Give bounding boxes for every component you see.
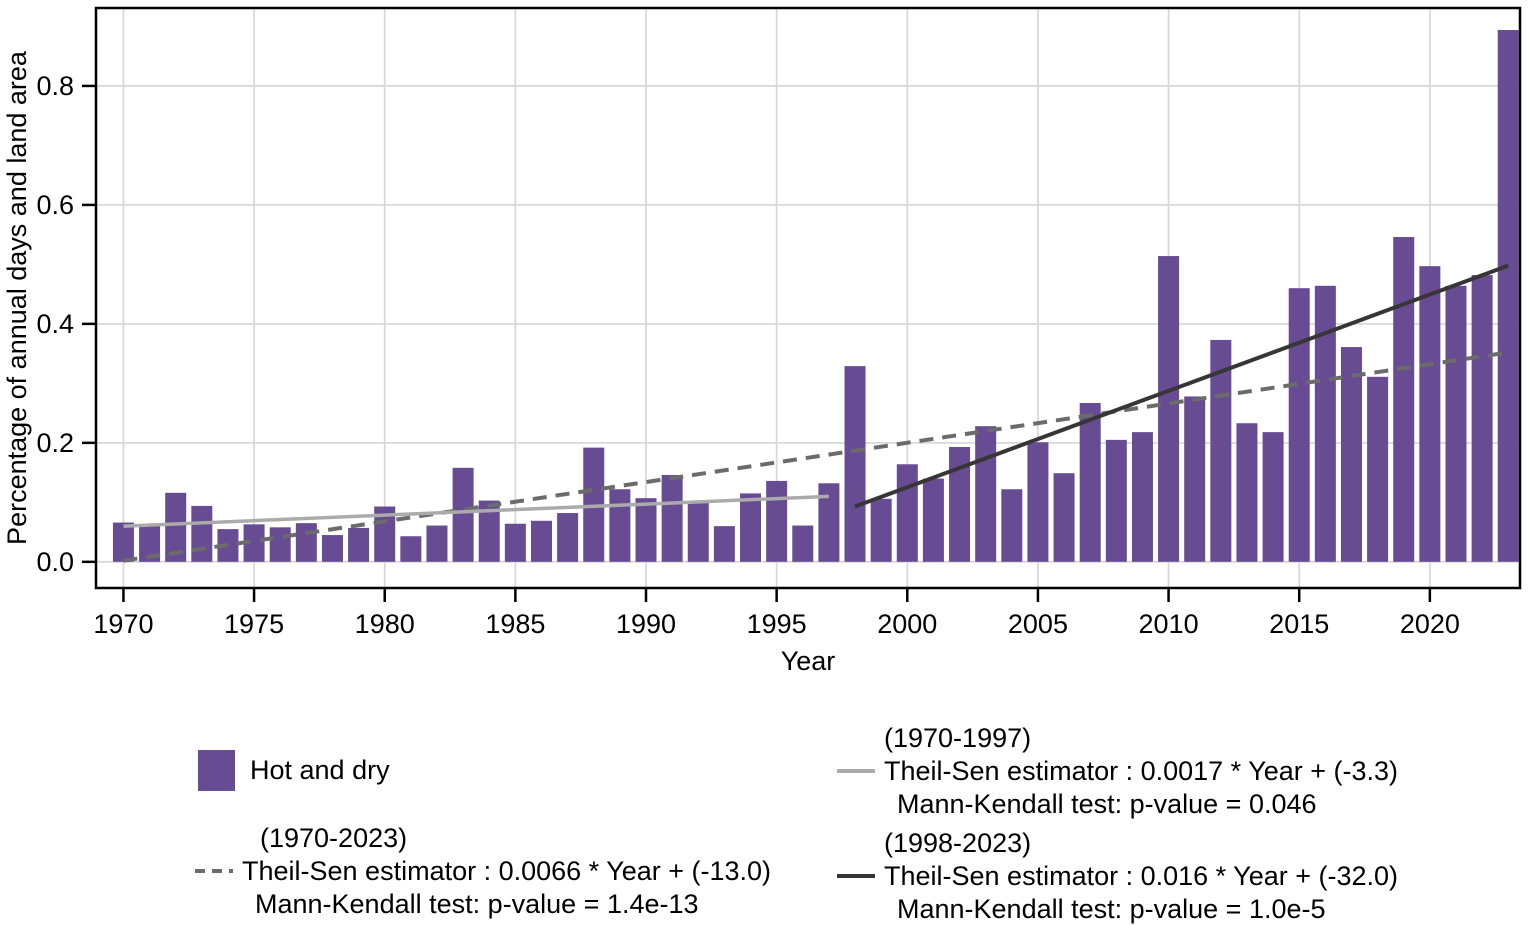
- bar-1971: [139, 525, 161, 562]
- x-tick-label: 1980: [355, 609, 415, 639]
- trend-test: Mann-Kendall test: p-value = 0.046: [897, 789, 1317, 819]
- bar-1975: [243, 524, 265, 562]
- plot-frame: [94, 6, 1522, 590]
- bar-2016: [1314, 285, 1336, 562]
- x-tick-label: 1970: [93, 609, 153, 639]
- bar-2023: [1497, 30, 1519, 562]
- bar-1993: [713, 526, 735, 562]
- bar-2002: [949, 447, 971, 562]
- bar-1994: [740, 493, 762, 562]
- bar-1985: [504, 523, 526, 562]
- bar-1991: [661, 474, 683, 562]
- dashed-line-sample: [195, 869, 233, 873]
- bar-1996: [792, 525, 814, 562]
- bar-2014: [1262, 432, 1284, 562]
- bar-1983: [452, 467, 474, 562]
- bar-2017: [1340, 347, 1362, 562]
- trend-equation: Theil-Sen estimator : 0.0066 * Year + (-…: [242, 856, 772, 886]
- bar-1992: [687, 502, 709, 562]
- bar-1984: [478, 500, 500, 562]
- trend-test: Mann-Kendall test: p-value = 1.0e-5: [897, 894, 1326, 924]
- series-color-swatch: [198, 750, 235, 791]
- y-axis-title: Percentage of annual days and land area: [2, 50, 32, 545]
- y-tick-label: 0.8: [36, 71, 74, 101]
- x-axis-title: Year: [781, 646, 836, 676]
- bar-2006: [1053, 473, 1075, 562]
- trend-equation: Theil-Sen estimator : 0.016 * Year + (-3…: [884, 861, 1399, 891]
- bar-1989: [609, 489, 631, 562]
- x-tick-label: 1975: [224, 609, 284, 639]
- trend-period: (1970-2023): [260, 823, 408, 853]
- legend-trend-1970-1997: (1970-1997) Theil-Sen estimator : 0.0017…: [836, 722, 1398, 821]
- bar-2008: [1105, 439, 1127, 562]
- trend-period: (1998-2023): [884, 828, 1032, 858]
- legend-series: Hot and dry: [198, 750, 390, 791]
- x-tick-label: 1985: [485, 609, 545, 639]
- series-label: Hot and dry: [250, 755, 390, 785]
- x-tick-label: 2010: [1139, 609, 1199, 639]
- bar-2021: [1445, 285, 1467, 562]
- bar-2020: [1419, 266, 1441, 562]
- bar-1986: [530, 520, 552, 562]
- y-tick-label: 0.2: [36, 428, 74, 458]
- bar-1987: [557, 513, 579, 562]
- bar-chart: 1970 1975 1980 1985 1990 1995 2000 2005 2010 2015…: [2, 6, 1522, 676]
- bar-1995: [766, 480, 788, 562]
- y-tick-label: 0.6: [36, 190, 74, 220]
- bar-1990: [635, 498, 657, 562]
- solid-gray-line-sample: [837, 769, 875, 773]
- bar-2007: [1079, 402, 1101, 562]
- bar-2019: [1393, 237, 1415, 562]
- y-tick-label: 0.0: [36, 547, 74, 577]
- legend-trend-1998-2023: (1998-2023) Theil-Sen estimator : 0.016 …: [836, 827, 1398, 925]
- x-tick-label: 1995: [747, 609, 807, 639]
- bar-2001: [922, 478, 944, 562]
- bar-1970: [112, 522, 134, 562]
- x-tick-label: 2020: [1400, 609, 1460, 639]
- bar-2011: [1184, 396, 1206, 562]
- legend-trend-1970-2023: (1970-2023) Theil-Sen estimator : 0.0066…: [194, 822, 771, 921]
- bar-1979: [348, 527, 370, 562]
- trend-line-theil-sen-1970-1997: [123, 494, 829, 528]
- x-tick-label: 2005: [1008, 609, 1068, 639]
- x-tick-label: 1990: [616, 609, 676, 639]
- bar-2009: [1131, 432, 1153, 562]
- trend-period: (1970-1997): [884, 723, 1032, 753]
- trend-line-theil-sen-1998-2023: [854, 263, 1509, 509]
- bar-1999: [870, 498, 892, 562]
- bar-2004: [1001, 489, 1023, 562]
- bar-1982: [426, 525, 448, 562]
- bar-2010: [1158, 256, 1180, 562]
- y-tick-label: 0.4: [36, 309, 74, 339]
- bar-1972: [165, 492, 187, 562]
- bar-2022: [1471, 275, 1493, 562]
- bar-1998: [844, 366, 866, 562]
- bar-1997: [818, 483, 840, 562]
- trend-equation: Theil-Sen estimator : 0.0017 * Year + (-…: [884, 756, 1399, 786]
- bar-2005: [1027, 442, 1049, 562]
- bar-2018: [1367, 376, 1389, 562]
- solid-dark-line-sample: [837, 874, 875, 878]
- bar-1981: [400, 536, 422, 562]
- trend-line-theil-sen-1970-2023: [123, 350, 1509, 563]
- x-tick-label: 2015: [1269, 609, 1329, 639]
- bar-2013: [1236, 423, 1258, 562]
- bar-2015: [1288, 288, 1310, 562]
- trend-test: Mann-Kendall test: p-value = 1.4e-13: [255, 889, 699, 919]
- bar-1978: [321, 535, 343, 562]
- x-tick-label: 2000: [877, 609, 937, 639]
